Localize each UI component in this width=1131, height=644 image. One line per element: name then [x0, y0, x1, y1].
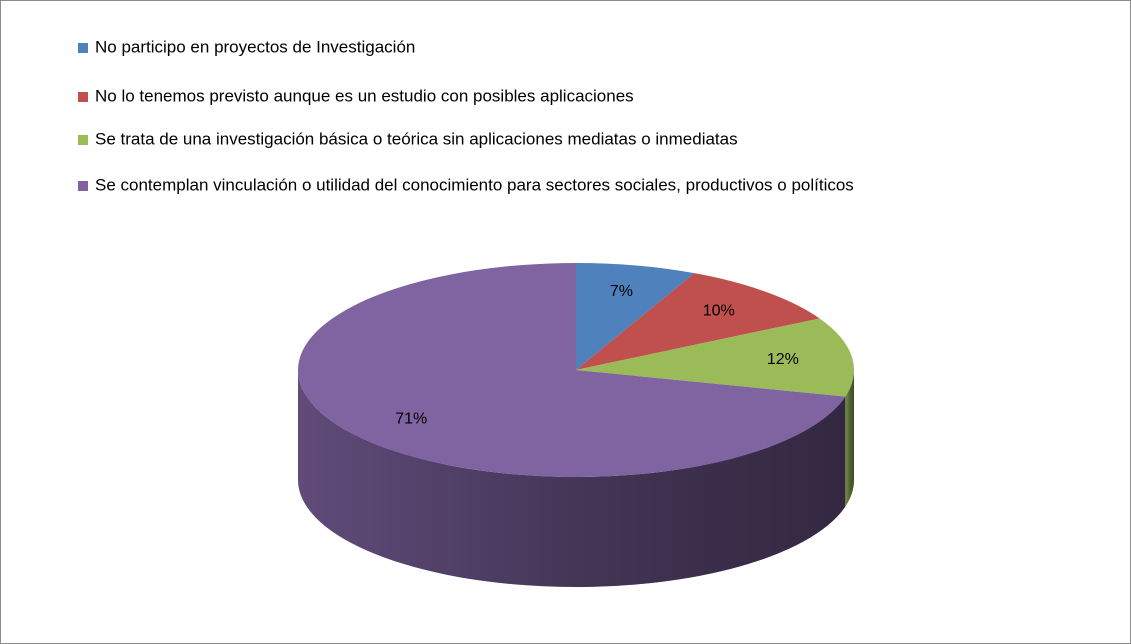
legend-label: Se trata de una investigación básica o t… — [95, 129, 738, 148]
data-label: 10% — [703, 303, 735, 320]
legend-swatch — [78, 181, 88, 191]
pie-slice — [576, 273, 820, 370]
pie-side-shade — [845, 370, 854, 507]
pie-slice — [576, 318, 854, 397]
data-label: 12% — [767, 351, 799, 368]
data-label: 71% — [395, 410, 427, 427]
legend-swatch — [78, 92, 88, 102]
legend-swatch — [78, 135, 88, 145]
pie-side-shade — [298, 370, 846, 587]
legend-label: No participo en proyectos de Investigaci… — [95, 37, 415, 56]
legend-label: No lo tenemos previsto aunque es un estu… — [95, 86, 634, 105]
legend-label: Se contemplan vinculación o utilidad del… — [95, 175, 854, 194]
legend-swatch — [78, 43, 88, 53]
data-label: 7% — [610, 283, 633, 300]
pie-slice — [298, 263, 846, 477]
pie-slice — [576, 263, 695, 370]
